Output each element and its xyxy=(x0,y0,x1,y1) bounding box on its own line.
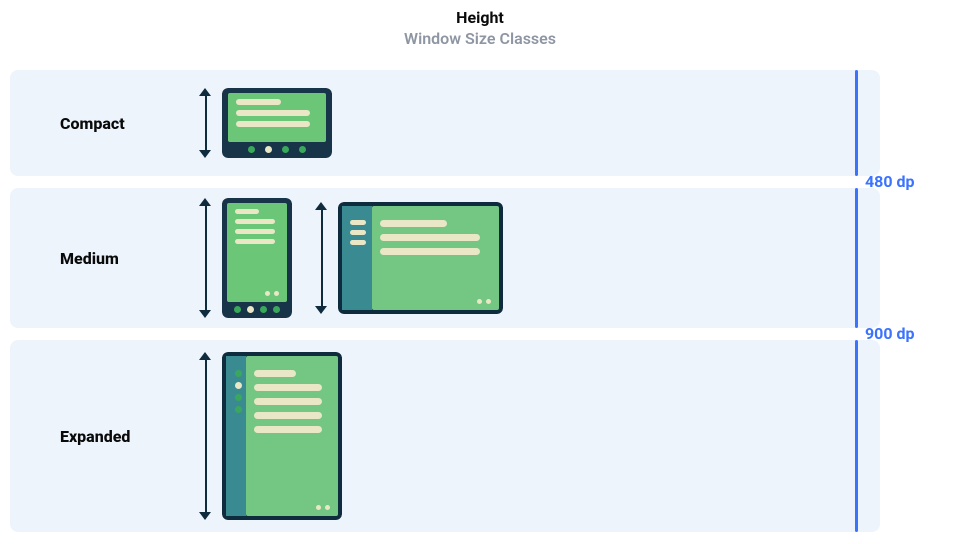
device-screen xyxy=(372,206,499,310)
rows-container: Compact xyxy=(10,70,880,544)
device-medium-phone xyxy=(222,198,292,318)
device-expanded-tablet xyxy=(222,352,342,520)
device-screen xyxy=(246,356,338,516)
breakpoint-label: 900 dp xyxy=(865,324,915,343)
device-screen xyxy=(227,203,287,302)
device-medium-tablet xyxy=(338,202,503,314)
subtitle: Window Size Classes xyxy=(0,29,960,48)
scale-segment xyxy=(855,70,858,176)
height-arrow-icon xyxy=(316,202,328,314)
device-sidebar xyxy=(226,356,246,516)
scale-segment xyxy=(855,188,858,328)
device-screen xyxy=(228,93,326,142)
row-label-medium: Medium xyxy=(60,249,200,268)
height-arrow-icon xyxy=(200,198,212,318)
title: Height xyxy=(0,8,960,27)
row-label-expanded: Expanded xyxy=(60,427,200,446)
device-navbar xyxy=(228,144,326,155)
device-sidebar xyxy=(342,206,372,310)
row-compact: Compact xyxy=(10,70,880,176)
scale-segment xyxy=(855,340,858,532)
row-medium: Medium xyxy=(10,188,880,328)
device-navbar xyxy=(227,304,287,315)
device-compact-phone xyxy=(222,88,332,158)
height-scale: 480 dp 900 dp xyxy=(855,70,925,532)
header: Height Window Size Classes xyxy=(0,0,960,48)
breakpoint-label: 480 dp xyxy=(865,172,915,191)
height-arrow-icon xyxy=(200,88,212,158)
row-label-compact: Compact xyxy=(60,114,200,133)
row-expanded: Expanded xyxy=(10,340,880,532)
height-arrow-icon xyxy=(200,352,212,520)
